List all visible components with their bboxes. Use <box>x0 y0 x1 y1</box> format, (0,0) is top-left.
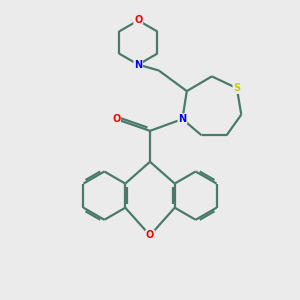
Text: O: O <box>146 230 154 240</box>
Text: N: N <box>178 114 187 124</box>
Text: O: O <box>134 15 142 26</box>
Text: O: O <box>112 114 120 124</box>
Text: S: S <box>233 83 240 93</box>
Text: N: N <box>134 60 142 70</box>
